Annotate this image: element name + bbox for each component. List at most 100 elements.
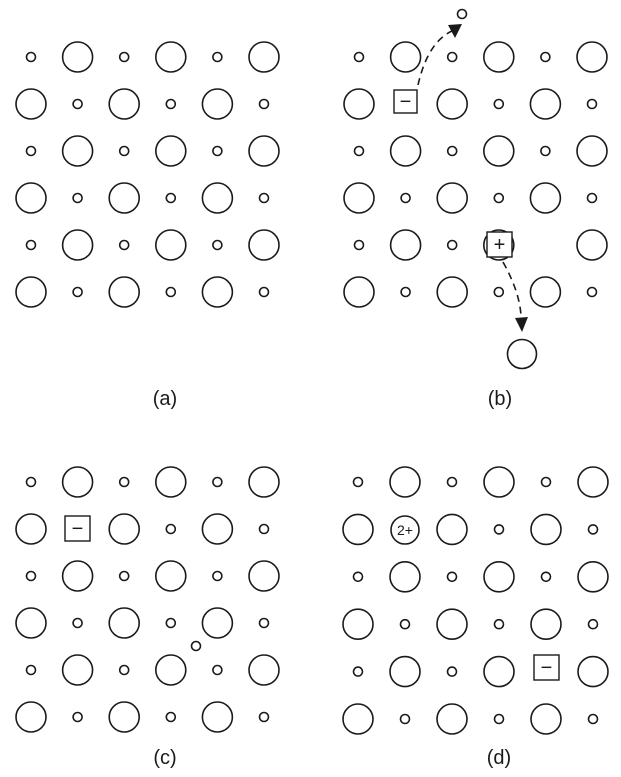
anion-site	[248, 560, 280, 592]
anion-site	[576, 41, 608, 73]
anion-site	[342, 513, 374, 546]
anion-site	[342, 703, 374, 735]
anion-site	[248, 135, 280, 167]
anion-site	[436, 182, 469, 214]
anion-site	[389, 135, 422, 167]
panel-b-cation-migration-arrow	[417, 29, 455, 86]
anion-site	[343, 88, 375, 120]
cation-site	[258, 711, 270, 723]
cation-site	[493, 524, 505, 535]
anion-site	[155, 560, 187, 592]
anion-site	[61, 560, 94, 592]
anion-site	[61, 654, 94, 686]
cation-site	[446, 239, 458, 251]
panel-b-anion-arrowhead	[515, 317, 528, 332]
anion-site	[15, 607, 47, 639]
anion-site	[530, 608, 562, 641]
anion-site	[201, 513, 234, 545]
panel-d-cation-vacancy-label: −	[541, 657, 553, 679]
cation-site	[212, 145, 223, 157]
cation-site	[587, 524, 599, 535]
cation-site	[446, 571, 458, 583]
anion-site	[389, 229, 422, 261]
anion-site	[483, 560, 515, 593]
anion-site	[248, 229, 280, 261]
cation-site	[587, 618, 599, 630]
anion-site	[248, 466, 280, 498]
panel-b-surface-anion	[506, 338, 538, 370]
panel-c-interstitial-cation	[190, 640, 202, 652]
anion-site	[155, 135, 187, 167]
anion-site	[201, 182, 234, 214]
anion-site	[530, 513, 562, 546]
cation-site	[446, 666, 458, 677]
panel-d-divalent-impurity: 2+	[390, 515, 420, 545]
anion-site	[61, 466, 94, 498]
panel-d-caption: (d)	[487, 747, 511, 769]
cation-site	[258, 98, 270, 110]
cation-site	[212, 239, 223, 251]
panel-b-surface-cation	[456, 8, 468, 20]
anion-site	[529, 182, 562, 214]
cation-site	[258, 617, 270, 629]
cation-site	[25, 664, 37, 676]
anion-site	[108, 276, 140, 308]
anion-site	[436, 703, 468, 735]
anion-site	[483, 466, 515, 498]
cation-site	[493, 192, 505, 204]
cation-site	[25, 51, 37, 63]
cation-site	[352, 476, 364, 488]
anion-site	[576, 229, 608, 261]
anion-site	[577, 655, 609, 688]
cation-site	[165, 711, 177, 723]
panel-b-cation-vacancy: −	[393, 89, 418, 114]
anion-site	[529, 88, 562, 120]
cation-site	[118, 476, 130, 488]
anion-site	[201, 607, 234, 639]
anion-site	[108, 607, 140, 639]
anion-site	[61, 229, 94, 261]
cation-site	[540, 145, 551, 157]
anion-site	[15, 182, 47, 214]
panel-b-anion-migration-arrow	[502, 261, 522, 317]
panel-b-cation-arrowhead	[448, 24, 462, 38]
anion-site	[482, 41, 515, 73]
anion-site	[15, 276, 47, 308]
anion-site	[343, 276, 375, 308]
panel-c-frenkel-lattice	[15, 466, 280, 733]
cation-site	[586, 98, 598, 110]
cation-site	[165, 286, 177, 298]
cation-site	[399, 713, 411, 725]
cation-site	[446, 51, 458, 63]
cation-site	[353, 145, 365, 157]
cation-site	[540, 571, 552, 583]
panel-a-caption: (a)	[153, 388, 177, 410]
anion-site	[436, 88, 469, 120]
anion-site	[577, 560, 609, 593]
anion-site	[343, 182, 375, 214]
panel-b-schottky-lattice	[343, 41, 608, 308]
anion-site	[201, 701, 234, 733]
cation-site	[118, 145, 130, 157]
anion-site	[15, 701, 47, 733]
cation-site	[352, 571, 364, 583]
cation-site	[165, 617, 177, 629]
anion-site	[576, 135, 608, 167]
anion-site	[15, 88, 47, 120]
anion-site	[61, 135, 94, 167]
cation-site	[399, 618, 411, 630]
cation-site	[118, 239, 130, 251]
cation-site	[258, 192, 270, 204]
anion-site	[155, 654, 187, 686]
anion-site	[61, 41, 94, 73]
anion-site	[436, 276, 469, 308]
cation-site	[212, 570, 223, 582]
anion-site	[248, 654, 280, 686]
anion-site	[108, 88, 140, 120]
cation-site	[400, 192, 411, 204]
cation-site	[118, 664, 130, 676]
panel-b-anion-vacancy-label: +	[494, 234, 506, 256]
cation-site	[540, 476, 552, 488]
cation-site	[25, 239, 37, 251]
panel-d-cation-vacancy: −	[533, 654, 560, 681]
